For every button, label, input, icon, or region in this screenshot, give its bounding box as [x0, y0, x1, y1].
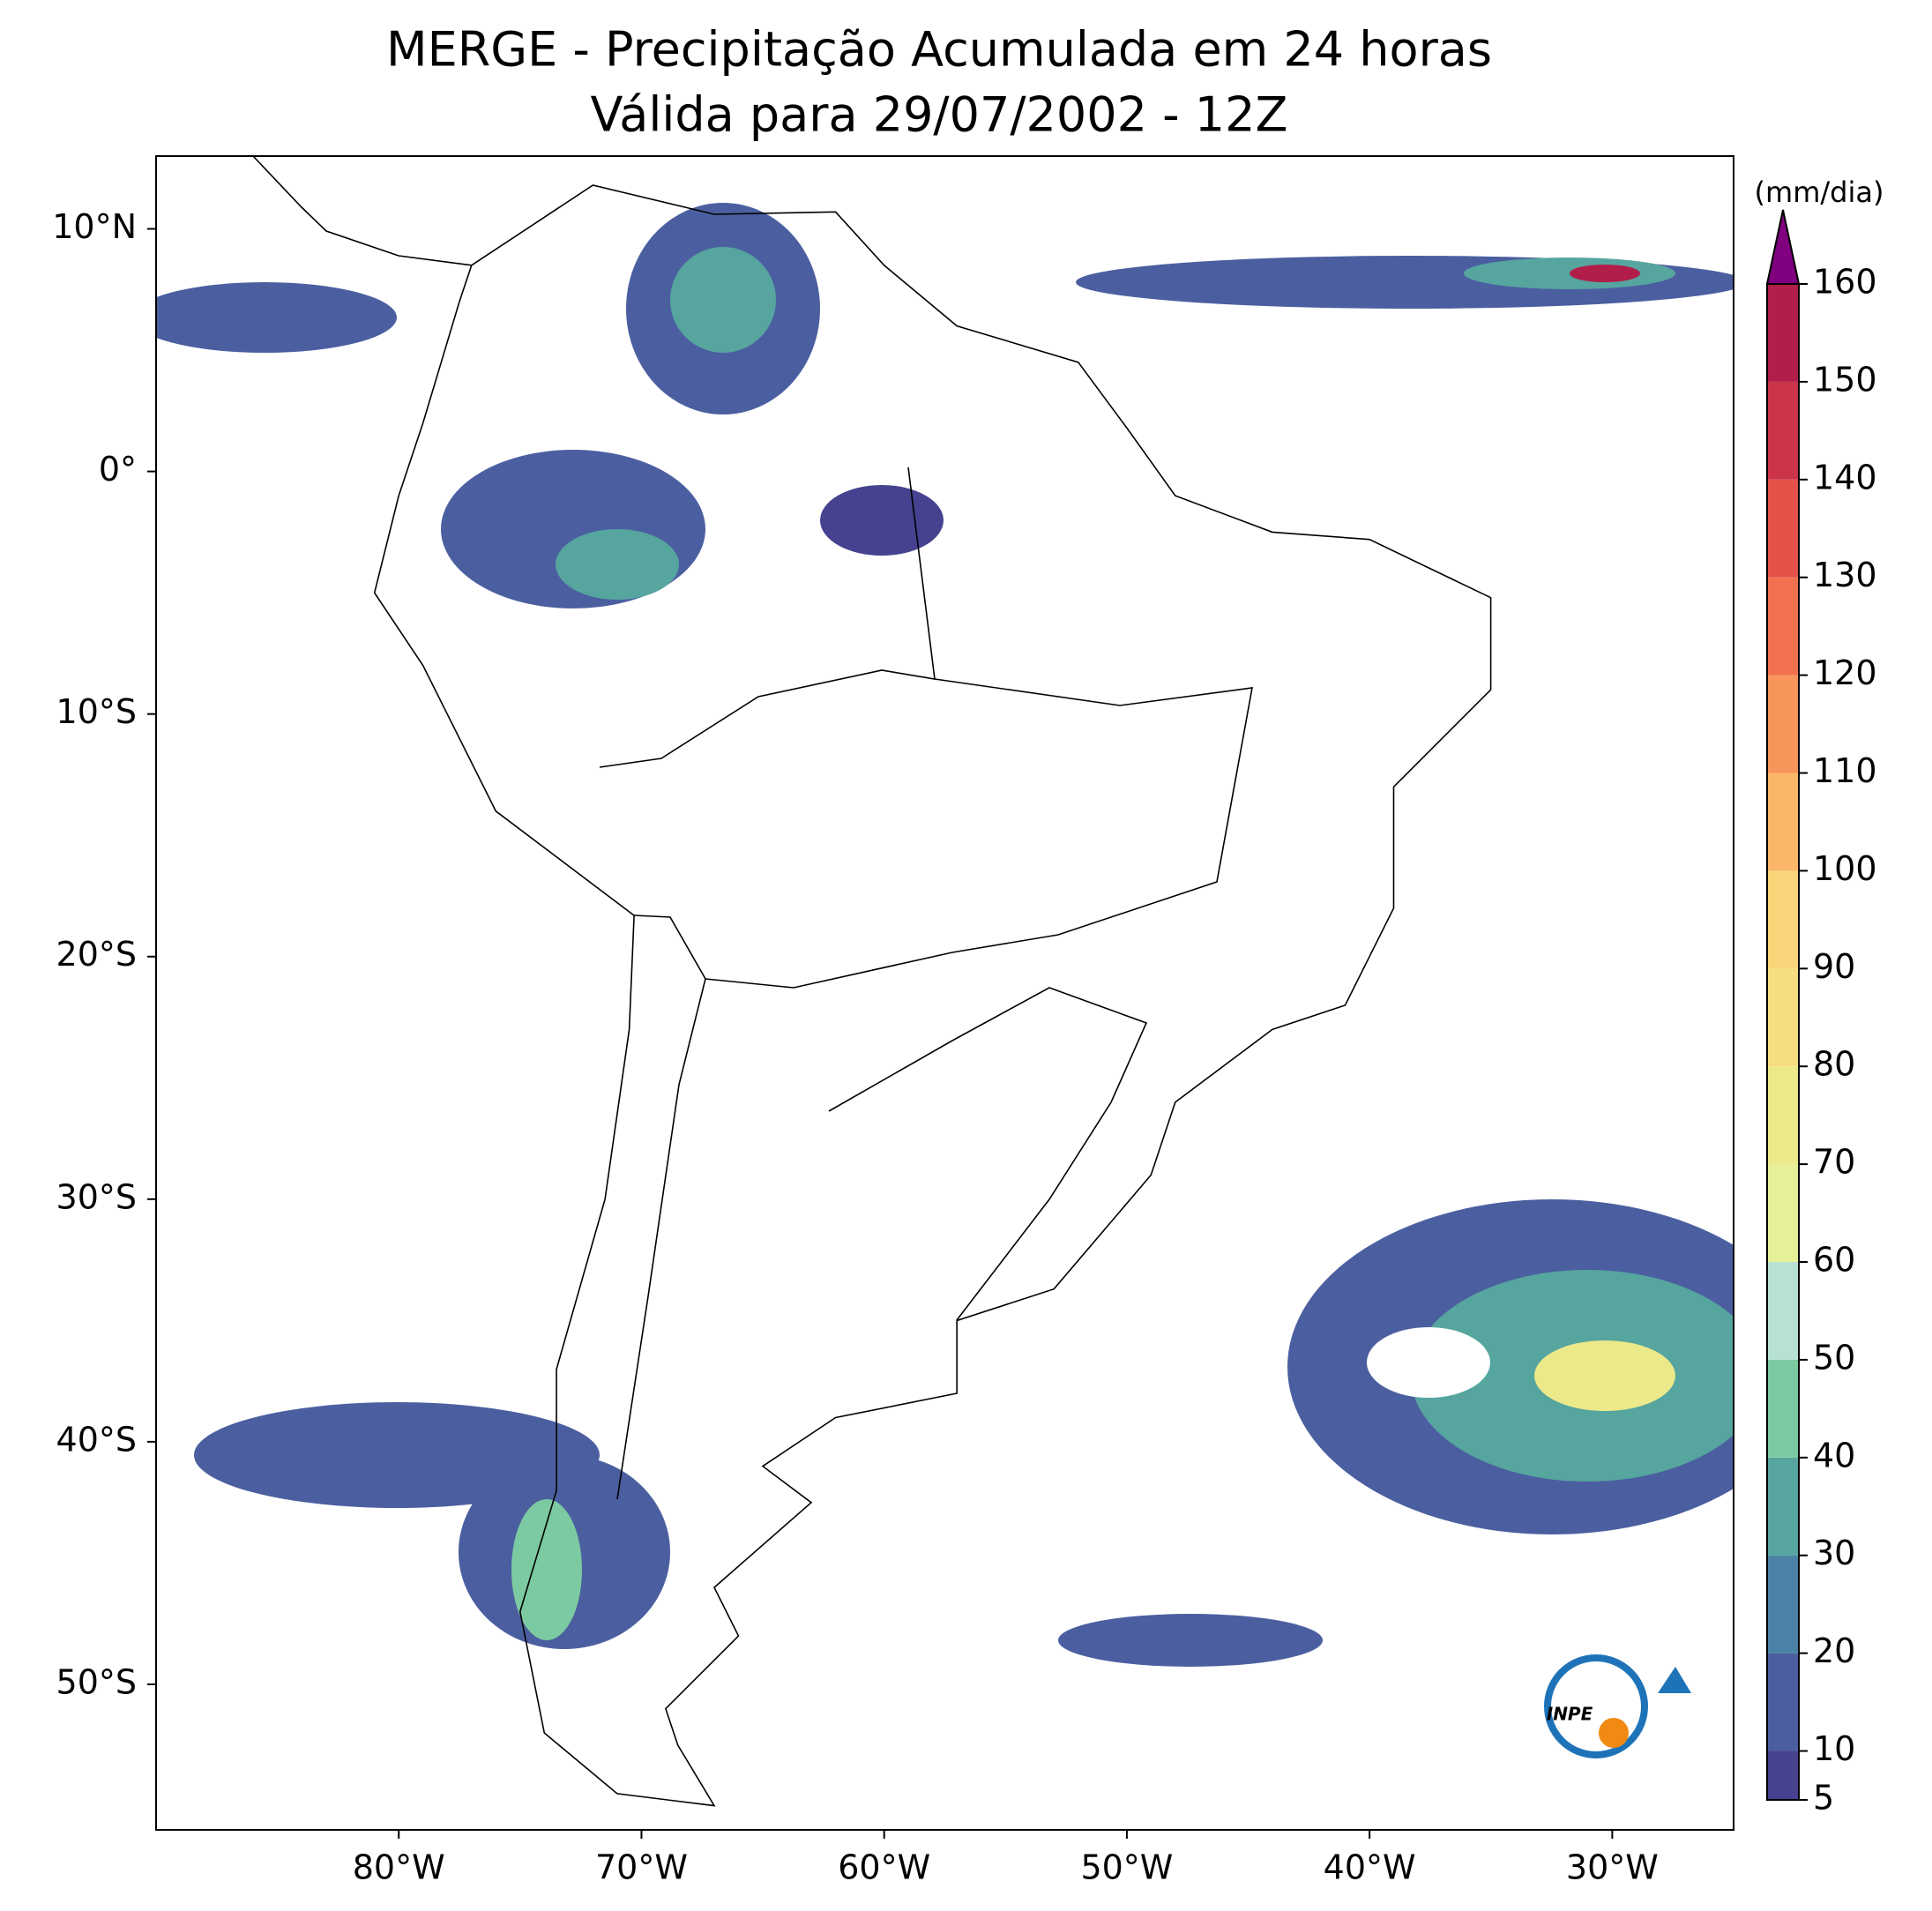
- colorbar-tick-label: 50: [1813, 1338, 1855, 1377]
- x-tick-label: 60°W: [838, 1848, 930, 1887]
- rain-area: [1534, 1340, 1675, 1411]
- x-tick-label: 50°W: [1080, 1848, 1173, 1887]
- logo-dot: [1599, 1718, 1629, 1748]
- colorbar-tick-label: 80: [1813, 1045, 1855, 1084]
- colorbar-tick-label: 40: [1813, 1436, 1855, 1474]
- rain-area: [511, 1499, 582, 1640]
- colorbar-segment: [1767, 1555, 1799, 1653]
- rain-area: [1058, 1614, 1323, 1667]
- inpe-logo: INPE: [1544, 1654, 1691, 1758]
- colorbar-segment: [1767, 1359, 1799, 1458]
- x-tick-label: 70°W: [595, 1848, 688, 1887]
- colorbar-tick-label: 30: [1813, 1534, 1855, 1572]
- central-america-outline: [252, 156, 472, 266]
- colorbar-segment: [1767, 773, 1799, 871]
- colorbar-segment: [1767, 1066, 1799, 1165]
- rain-area: [1570, 265, 1640, 282]
- colorbar-segment: [1767, 1262, 1799, 1360]
- map-frame: [156, 156, 1734, 1830]
- colorbar-segment: [1767, 479, 1799, 578]
- border: [828, 987, 1148, 1321]
- title-line: MERGE - Precipitação Acumulada em 24 hor…: [386, 22, 1492, 78]
- logo-text: INPE: [1547, 1704, 1593, 1725]
- x-tick-label: 30°W: [1566, 1848, 1659, 1887]
- rain-area: [556, 529, 679, 600]
- colorbar-segment: [1767, 870, 1799, 969]
- colorbar-tick-label: 60: [1813, 1241, 1855, 1280]
- colorbar-segment: [1767, 577, 1799, 676]
- rain-area: [820, 485, 944, 556]
- y-tick-label: 20°S: [56, 935, 137, 974]
- colorbar-frame: [1766, 283, 1800, 1801]
- colorbar-segment: [1767, 968, 1799, 1067]
- y-tick-label: 10°S: [56, 692, 137, 731]
- map-border: [155, 155, 1734, 1831]
- x-tick-label: 40°W: [1324, 1848, 1416, 1887]
- colorbar-tick-label: 130: [1813, 556, 1877, 594]
- colorbar-extend: [1765, 209, 1801, 285]
- colorbar-segment: [1767, 284, 1799, 382]
- y-tick-label: 50°S: [56, 1662, 137, 1701]
- continent-outline: [373, 184, 1492, 1807]
- title-line: Válida para 29/07/2002 - 12Z: [591, 87, 1288, 143]
- colorbar-tick-label: 70: [1813, 1143, 1855, 1182]
- colorbar-segment: [1767, 1457, 1799, 1556]
- colorbar-tick-label: 140: [1813, 458, 1877, 496]
- colorbar-tick-label: 5: [1813, 1779, 1834, 1818]
- rain-area: [156, 282, 397, 353]
- y-tick-label: 10°N: [52, 207, 137, 246]
- colorbar-tick-label: 10: [1813, 1729, 1855, 1768]
- y-tick-label: 0°: [99, 450, 137, 489]
- colorbar-tick-label: 100: [1813, 849, 1877, 888]
- colorbar-label: (mm/dia): [1755, 175, 1884, 209]
- colorbar-segment: [1767, 1653, 1799, 1751]
- y-tick-label: 40°S: [56, 1420, 137, 1459]
- logo-arrow: [1658, 1667, 1691, 1693]
- y-tick-label: 30°S: [56, 1177, 137, 1216]
- coastline: [252, 156, 1492, 1807]
- border: [705, 678, 1253, 989]
- colorbar-tick-label: 90: [1813, 947, 1855, 986]
- logo-ring: [1544, 1654, 1648, 1758]
- colorbar-tick-label: 110: [1813, 751, 1877, 790]
- precipitation-field: [156, 203, 1734, 1667]
- colorbar-tick-label: 20: [1813, 1631, 1855, 1670]
- colorbar-tick-label: 120: [1813, 653, 1877, 692]
- colorbar-segment: [1767, 381, 1799, 480]
- colorbar-segment: [1767, 1164, 1799, 1263]
- colorbar-tick-label: 160: [1813, 263, 1877, 302]
- border: [616, 914, 706, 1500]
- colorbar-tick-label: 150: [1813, 360, 1877, 399]
- dry-area: [1367, 1327, 1490, 1398]
- rain-area: [670, 247, 776, 353]
- colorbar-segment: [1767, 675, 1799, 773]
- border: [599, 467, 936, 768]
- x-tick-label: 80°W: [353, 1848, 445, 1887]
- colorbar-segment: [1767, 1751, 1799, 1800]
